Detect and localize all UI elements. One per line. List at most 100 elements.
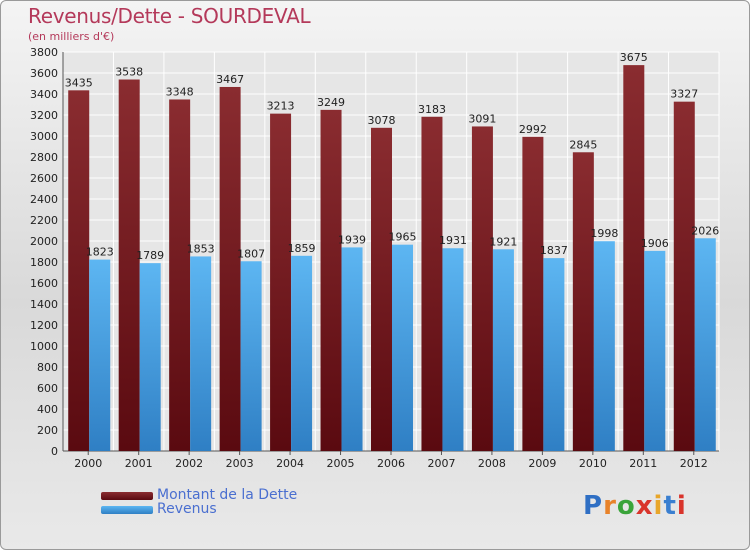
bar-dette xyxy=(68,90,90,451)
chart-subtitle: (en milliers d'€) xyxy=(28,30,115,43)
data-label: 1921 xyxy=(489,235,517,248)
data-label: 1853 xyxy=(187,242,215,255)
data-label: 3249 xyxy=(317,96,345,109)
x-tick-label: 2008 xyxy=(478,457,506,470)
bar-revenus xyxy=(139,263,161,451)
bar-revenus xyxy=(291,255,313,451)
bar-dette xyxy=(421,116,443,451)
data-label: 3327 xyxy=(670,88,698,101)
data-label: 3675 xyxy=(620,51,648,64)
data-label: 1789 xyxy=(136,249,164,262)
x-tick-label: 2002 xyxy=(175,457,203,470)
bar-revenus xyxy=(341,247,363,451)
y-tick-label: 0 xyxy=(51,445,58,458)
proxiti-logo: Proxiti xyxy=(583,491,687,521)
data-label: 1998 xyxy=(590,227,618,240)
x-tick-label: 2011 xyxy=(629,457,657,470)
y-tick-label: 2800 xyxy=(30,151,58,164)
data-label: 3435 xyxy=(65,76,93,89)
x-tick-label: 2005 xyxy=(327,457,355,470)
bar-dette xyxy=(118,79,140,451)
bar-dette xyxy=(623,65,645,451)
data-label: 3348 xyxy=(166,85,194,98)
y-tick-label: 1200 xyxy=(30,319,58,332)
y-tick-label: 3800 xyxy=(30,46,58,59)
bar-dette xyxy=(320,109,342,451)
bar-dette xyxy=(522,136,544,451)
y-tick-label: 2400 xyxy=(30,193,58,206)
labels: 0 200 400 600 800 1000 1200 1400 1600 1800 2000 220… xyxy=(30,46,719,470)
data-label: 1837 xyxy=(540,244,568,257)
data-label: 1823 xyxy=(86,246,114,259)
bar-revenus xyxy=(644,250,666,451)
data-label: 2992 xyxy=(519,123,547,136)
logo-letter: o xyxy=(616,491,636,521)
logo-letter: i xyxy=(653,491,664,521)
x-tick-label: 2010 xyxy=(579,457,607,470)
x-tick-label: 2009 xyxy=(528,457,556,470)
data-label: 1906 xyxy=(641,237,669,250)
bar-revenus xyxy=(593,241,615,451)
y-tick-label: 800 xyxy=(37,361,58,374)
y-tick-label: 1600 xyxy=(30,277,58,290)
data-label: 1965 xyxy=(389,231,417,244)
y-tick-label: 2600 xyxy=(30,172,58,185)
bar-dette xyxy=(169,99,191,452)
y-tick-label: 3400 xyxy=(30,88,58,101)
y-tick-label: 3200 xyxy=(30,109,58,122)
y-tick-label: 3000 xyxy=(30,130,58,143)
data-label: 3467 xyxy=(216,73,244,86)
bars xyxy=(68,65,716,452)
data-label: 1931 xyxy=(439,234,467,247)
y-tick-label: 2200 xyxy=(30,214,58,227)
y-tick-label: 200 xyxy=(37,424,58,437)
logo-letter: t xyxy=(663,491,677,521)
bar-revenus xyxy=(492,249,514,451)
y-tick-label: 400 xyxy=(37,403,58,416)
bar-dette xyxy=(572,152,594,451)
bar-revenus xyxy=(240,261,262,451)
legend-label-dette: Montant de la Dette xyxy=(157,487,298,503)
logo-letter: x xyxy=(635,491,654,521)
bar-dette xyxy=(673,101,695,451)
logo-letter: i xyxy=(676,491,687,521)
data-label: 2026 xyxy=(691,224,719,237)
bar-dette xyxy=(471,126,493,451)
y-tick-label: 2000 xyxy=(30,235,58,248)
data-label: 1859 xyxy=(288,242,316,255)
x-tick-label: 2006 xyxy=(377,457,405,470)
y-tick-label: 600 xyxy=(37,382,58,395)
y-tick-label: 3600 xyxy=(30,67,58,80)
bar-dette xyxy=(270,113,292,451)
data-label: 1807 xyxy=(237,247,265,260)
bar-revenus xyxy=(694,238,716,451)
data-label: 2845 xyxy=(569,138,597,151)
y-tick-label: 1800 xyxy=(30,256,58,269)
x-tick-label: 2000 xyxy=(74,457,102,470)
x-tick-label: 2012 xyxy=(680,457,708,470)
bar-dette xyxy=(371,127,392,451)
bar-revenus xyxy=(190,256,212,451)
bar-revenus xyxy=(442,248,464,451)
bar-revenus xyxy=(543,258,565,451)
legend-swatch-revenus xyxy=(101,506,153,514)
data-label: 3183 xyxy=(418,103,446,116)
y-tick-label: 1000 xyxy=(30,340,58,353)
data-label: 3538 xyxy=(115,66,143,79)
x-tick-label: 2003 xyxy=(226,457,254,470)
chart-title: Revenus/Dette - SOURDEVAL xyxy=(28,4,311,28)
data-label: 3213 xyxy=(267,100,295,113)
x-tick-label: 2007 xyxy=(427,457,455,470)
y-tick-label: 1400 xyxy=(30,298,58,311)
data-label: 3078 xyxy=(368,114,396,127)
bar-revenus xyxy=(89,259,111,451)
x-tick-label: 2004 xyxy=(276,457,304,470)
x-tick-label: 2001 xyxy=(125,457,153,470)
legend-label-revenus: Revenus xyxy=(157,501,217,517)
data-label: 1939 xyxy=(338,233,366,246)
data-label: 3091 xyxy=(468,112,496,125)
legend-swatch-dette xyxy=(101,492,153,500)
bar-revenus xyxy=(392,244,413,451)
